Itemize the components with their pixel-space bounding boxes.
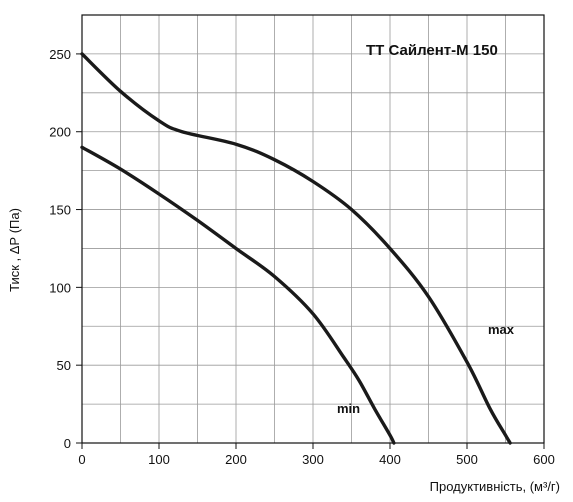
axes xyxy=(76,14,545,449)
x-tick-label: 500 xyxy=(456,452,478,467)
y-tick-label: 100 xyxy=(49,280,71,295)
series-line-max xyxy=(80,52,512,445)
y-tick-label: 50 xyxy=(57,358,71,373)
x-tick-label: 300 xyxy=(302,452,324,467)
series-label-min: min xyxy=(337,401,360,416)
series xyxy=(80,52,512,445)
chart-title: ТТ Сайлент-М 150 xyxy=(366,42,498,59)
x-tick-label: 400 xyxy=(379,452,401,467)
x-axis-title: Продуктивність, (м³/г) xyxy=(430,479,560,494)
x-tick-label: 600 xyxy=(533,452,555,467)
labels: 0 100 200 300 400 500 600 0 50 100 150 200 250 max min xyxy=(49,47,555,467)
x-tick-label: 0 xyxy=(78,452,85,467)
y-axis-title: Тиск , ΔР (Па) xyxy=(7,208,22,292)
x-tick-label: 100 xyxy=(148,452,170,467)
y-tick-label: 250 xyxy=(49,47,71,62)
x-tick-label: 200 xyxy=(225,452,247,467)
series-line-min xyxy=(80,145,396,445)
y-tick-label: 150 xyxy=(49,203,71,218)
series-label-max: max xyxy=(488,322,515,337)
y-tick-label: 0 xyxy=(64,436,71,451)
y-tick-label: 200 xyxy=(49,125,71,140)
